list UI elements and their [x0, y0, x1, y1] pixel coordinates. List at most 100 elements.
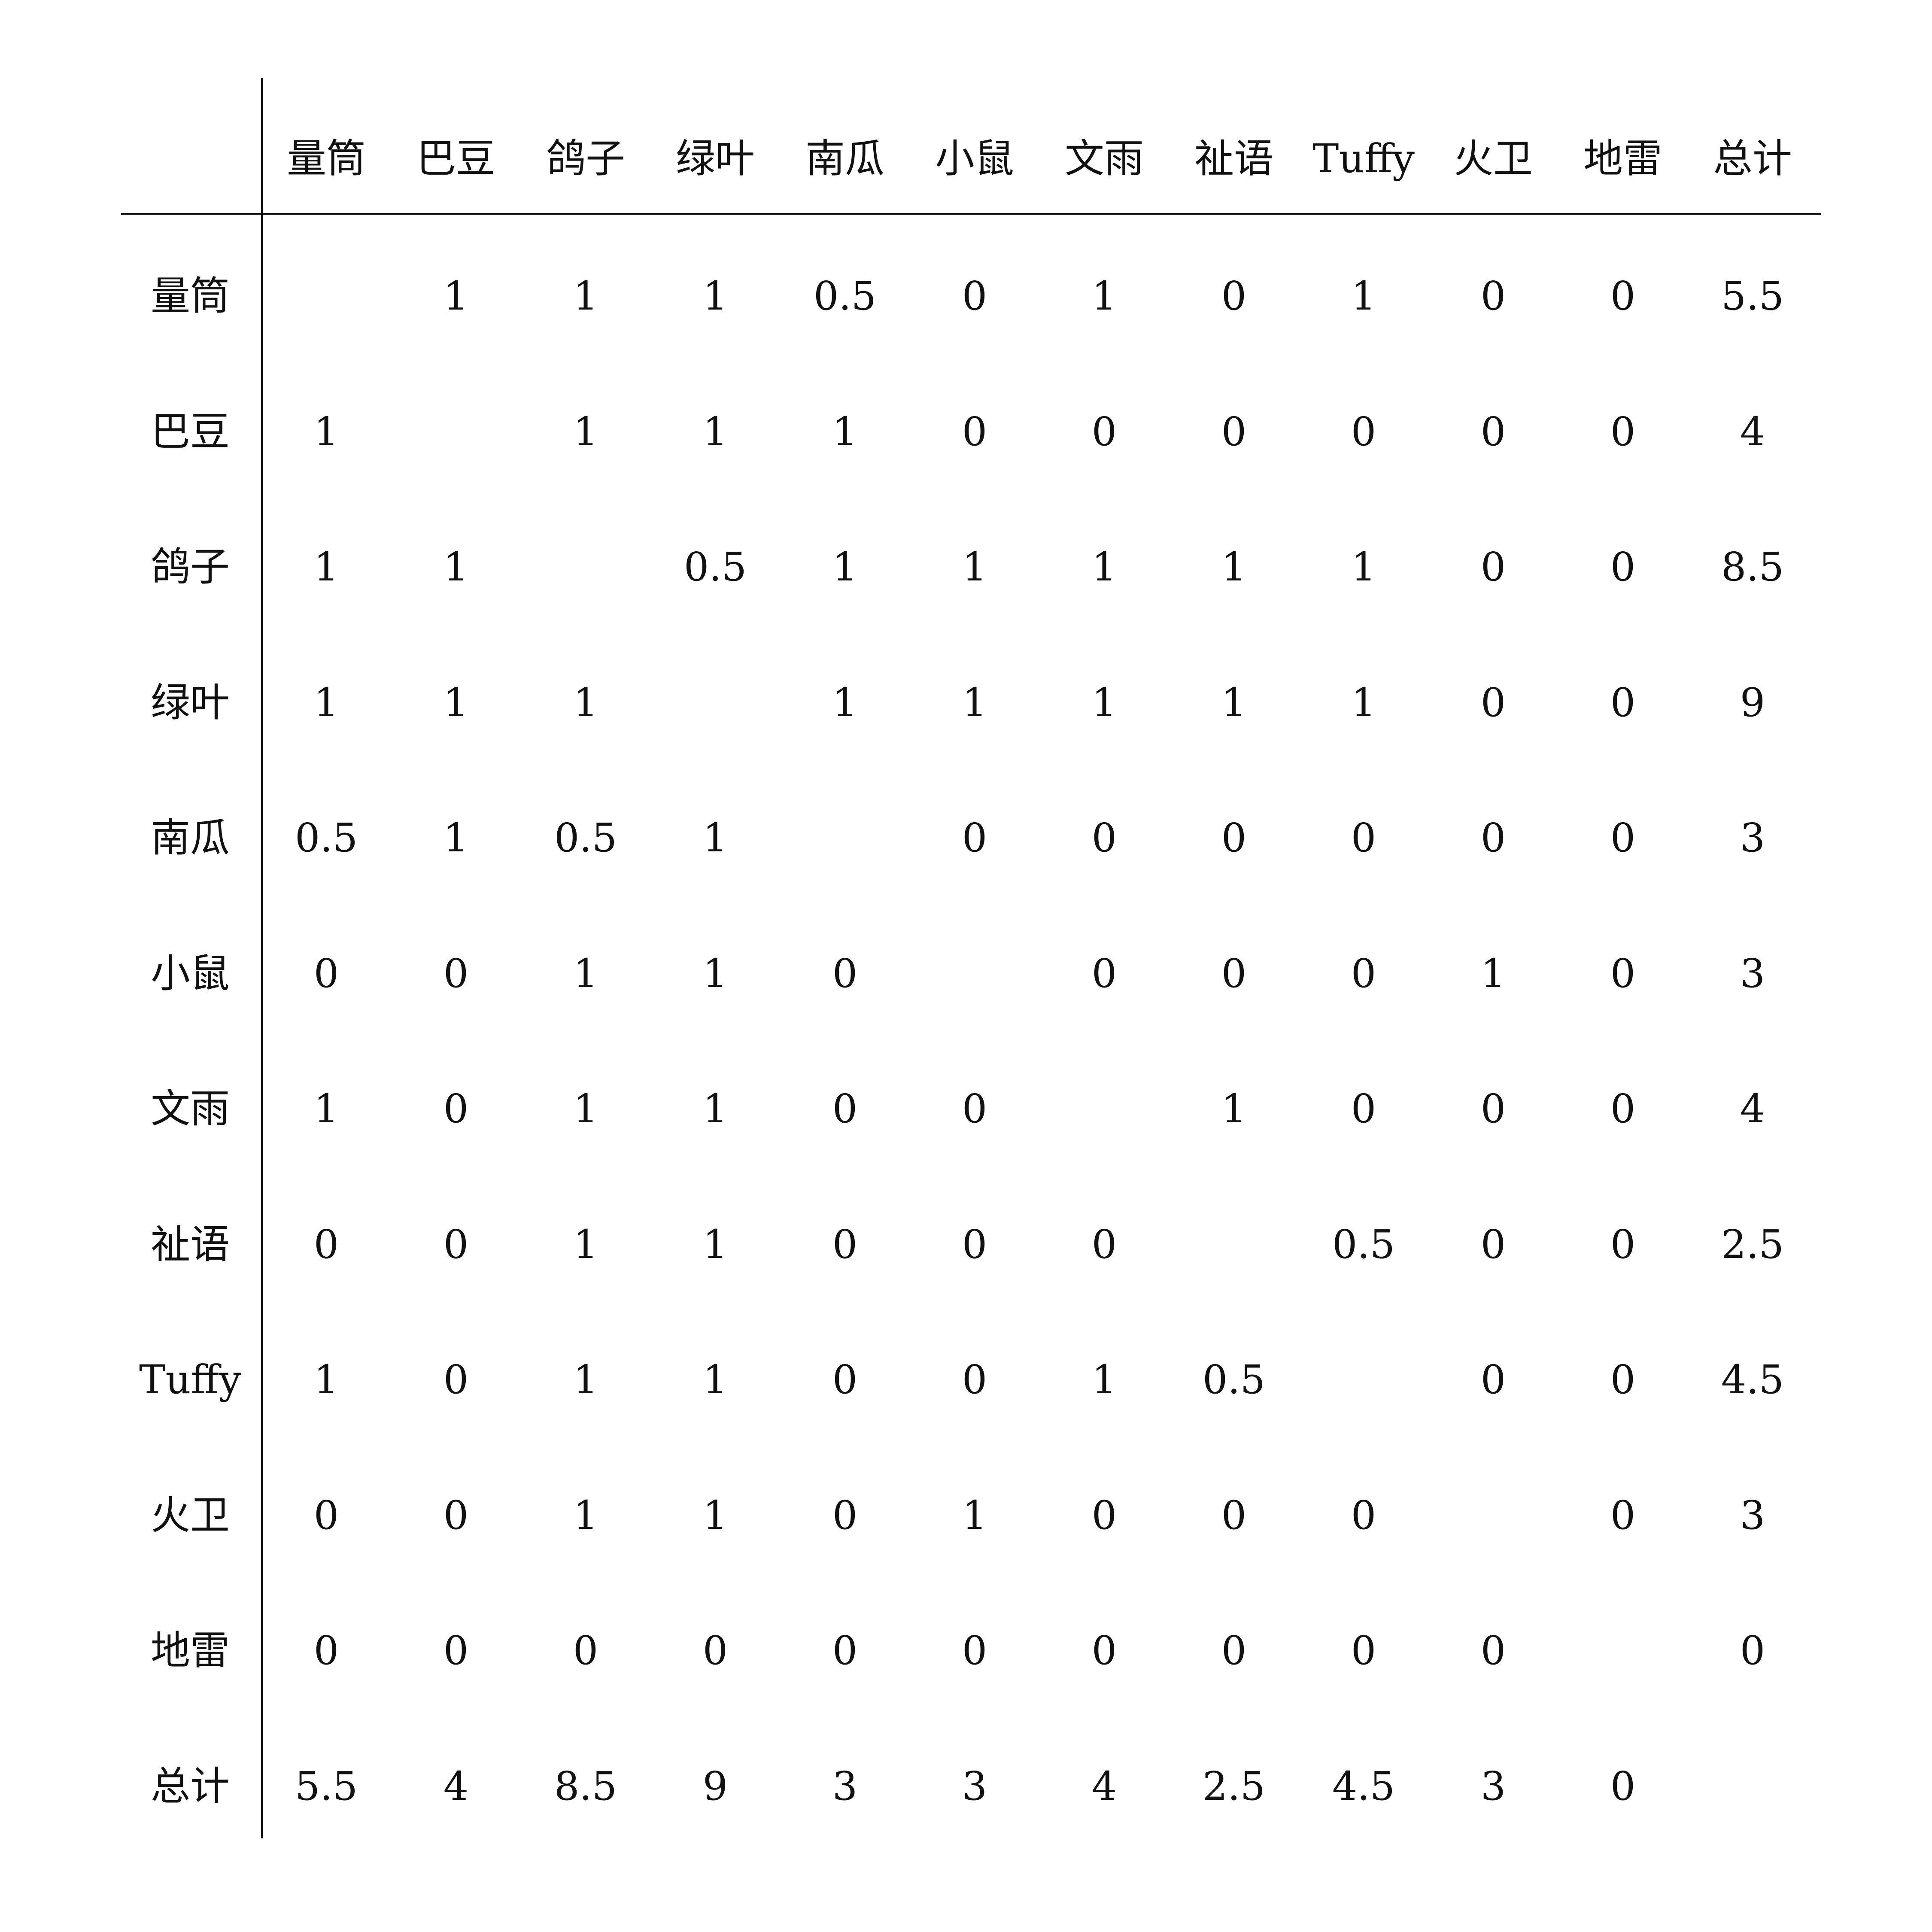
- column-header: 祉语: [1194, 136, 1273, 182]
- table-cell: 0: [1610, 1086, 1636, 1132]
- row-header: 绿叶: [150, 679, 230, 726]
- table-cell: 1: [832, 544, 858, 590]
- table-cell: 0: [1610, 1357, 1636, 1403]
- column-header: 量筒: [286, 136, 366, 182]
- table-cell: 0: [1091, 1628, 1117, 1674]
- table-cell: 8.5: [554, 1763, 617, 1809]
- table-cell: 0: [1091, 815, 1117, 861]
- table-cell: 1: [313, 408, 339, 455]
- table-cell: 0: [1351, 815, 1376, 861]
- table-cell: 5.5: [1721, 273, 1784, 319]
- row-header: 文雨: [150, 1086, 230, 1132]
- column-header: 南瓜: [805, 136, 884, 182]
- table-cell: 1: [443, 544, 469, 590]
- table-cell: 1: [1351, 679, 1376, 726]
- table-cell: 2.5: [1721, 1221, 1784, 1267]
- table-cell: 0: [962, 1628, 987, 1674]
- table-cell: 1: [573, 679, 598, 726]
- column-header: 巴豆: [416, 136, 495, 182]
- row-header-divider: [261, 78, 263, 1838]
- table-cell: 0: [1610, 1221, 1636, 1267]
- table-cell: 0: [443, 1086, 469, 1132]
- table-cell: 1: [573, 1357, 598, 1403]
- table-cell: 1: [573, 408, 598, 455]
- row-header: 南瓜: [150, 815, 230, 861]
- table-cell: 1: [702, 1086, 728, 1132]
- table-cell: 0: [1480, 1221, 1506, 1267]
- table-cell: 3: [1740, 1492, 1765, 1538]
- table-cell: 0: [313, 1221, 339, 1267]
- table-cell: 1: [1091, 1357, 1117, 1403]
- table-cell: 0: [1351, 408, 1376, 455]
- table-cell: 0: [832, 1492, 858, 1538]
- table-cell: 0: [443, 1492, 469, 1538]
- table-cell: 0: [832, 1628, 858, 1674]
- table-cell: 0: [1610, 1492, 1636, 1538]
- table-cell: 0: [1480, 1086, 1506, 1132]
- column-header: Tuffy: [1312, 136, 1415, 182]
- table-cell: 1: [702, 273, 728, 319]
- table-cell: 1: [573, 1221, 598, 1267]
- table-cell: 1: [313, 544, 339, 590]
- table-cell: 1: [443, 815, 469, 861]
- table-cell: 1: [832, 679, 858, 726]
- table-cell: 1: [1091, 273, 1117, 319]
- table-cell: 1: [443, 679, 469, 726]
- table-cell: 4: [1740, 408, 1765, 455]
- row-header: 鸽子: [150, 544, 230, 590]
- table-cell: 1: [573, 1086, 598, 1132]
- table-cell: 0: [1221, 950, 1247, 996]
- table-cell: 0: [1610, 950, 1636, 996]
- table-cell: 0.5: [683, 544, 747, 590]
- table-cell: 0: [313, 950, 339, 996]
- table-cell: 9: [702, 1763, 728, 1809]
- table-cell: 0: [1091, 950, 1117, 996]
- table-cell: 0: [1091, 408, 1117, 455]
- table-cell: 0: [1351, 1086, 1376, 1132]
- row-header: 小鼠: [150, 950, 230, 996]
- row-header: 地雷: [150, 1628, 230, 1674]
- table-cell: 1: [832, 408, 858, 455]
- table-cell: 3: [962, 1763, 987, 1809]
- table-cell: 4: [443, 1763, 469, 1809]
- table-cell: 1: [1091, 679, 1117, 726]
- table-cell: 1: [702, 1492, 728, 1538]
- table-cell: 4: [1740, 1086, 1765, 1132]
- row-header: 量筒: [150, 273, 230, 319]
- table-cell: 0: [1480, 273, 1506, 319]
- table-cell: 0.5: [813, 273, 877, 319]
- table-cell: 1: [1480, 950, 1506, 996]
- row-header: Tuffy: [139, 1357, 241, 1403]
- table-cell: 1: [573, 1492, 598, 1538]
- column-header: 小鼠: [935, 136, 1014, 182]
- table-cell: 0: [1091, 1221, 1117, 1267]
- table-cell: 0: [573, 1628, 598, 1674]
- table-cell: 2.5: [1202, 1763, 1266, 1809]
- table-cell: 0: [1610, 1763, 1636, 1809]
- table-cell: 0: [443, 1221, 469, 1267]
- table-cell: 0: [962, 1357, 987, 1403]
- table-cell: 1: [573, 950, 598, 996]
- table-cell: 0: [832, 1086, 858, 1132]
- table-cell: 0: [1610, 544, 1636, 590]
- row-header: 总计: [150, 1763, 230, 1809]
- table-cell: 0: [832, 1357, 858, 1403]
- table-cell: 0: [313, 1628, 339, 1674]
- table-cell: 1: [962, 679, 987, 726]
- table-cell: 0: [443, 950, 469, 996]
- row-header: 火卫: [150, 1492, 230, 1538]
- table-cell: 4: [1091, 1763, 1117, 1809]
- column-header: 鸽子: [546, 136, 625, 182]
- table-cell: 0: [1610, 408, 1636, 455]
- table-cell: 1: [1221, 679, 1247, 726]
- column-header: 火卫: [1453, 136, 1533, 182]
- table-cell: 0: [1351, 1628, 1376, 1674]
- table-cell: 3: [1740, 950, 1765, 996]
- table-cell: 1: [962, 1492, 987, 1538]
- table-cell: 0: [702, 1628, 728, 1674]
- table-cell: 0: [962, 273, 987, 319]
- table-cell: 1: [1351, 544, 1376, 590]
- row-header: 祉语: [150, 1221, 230, 1267]
- column-header: 绿叶: [675, 136, 755, 182]
